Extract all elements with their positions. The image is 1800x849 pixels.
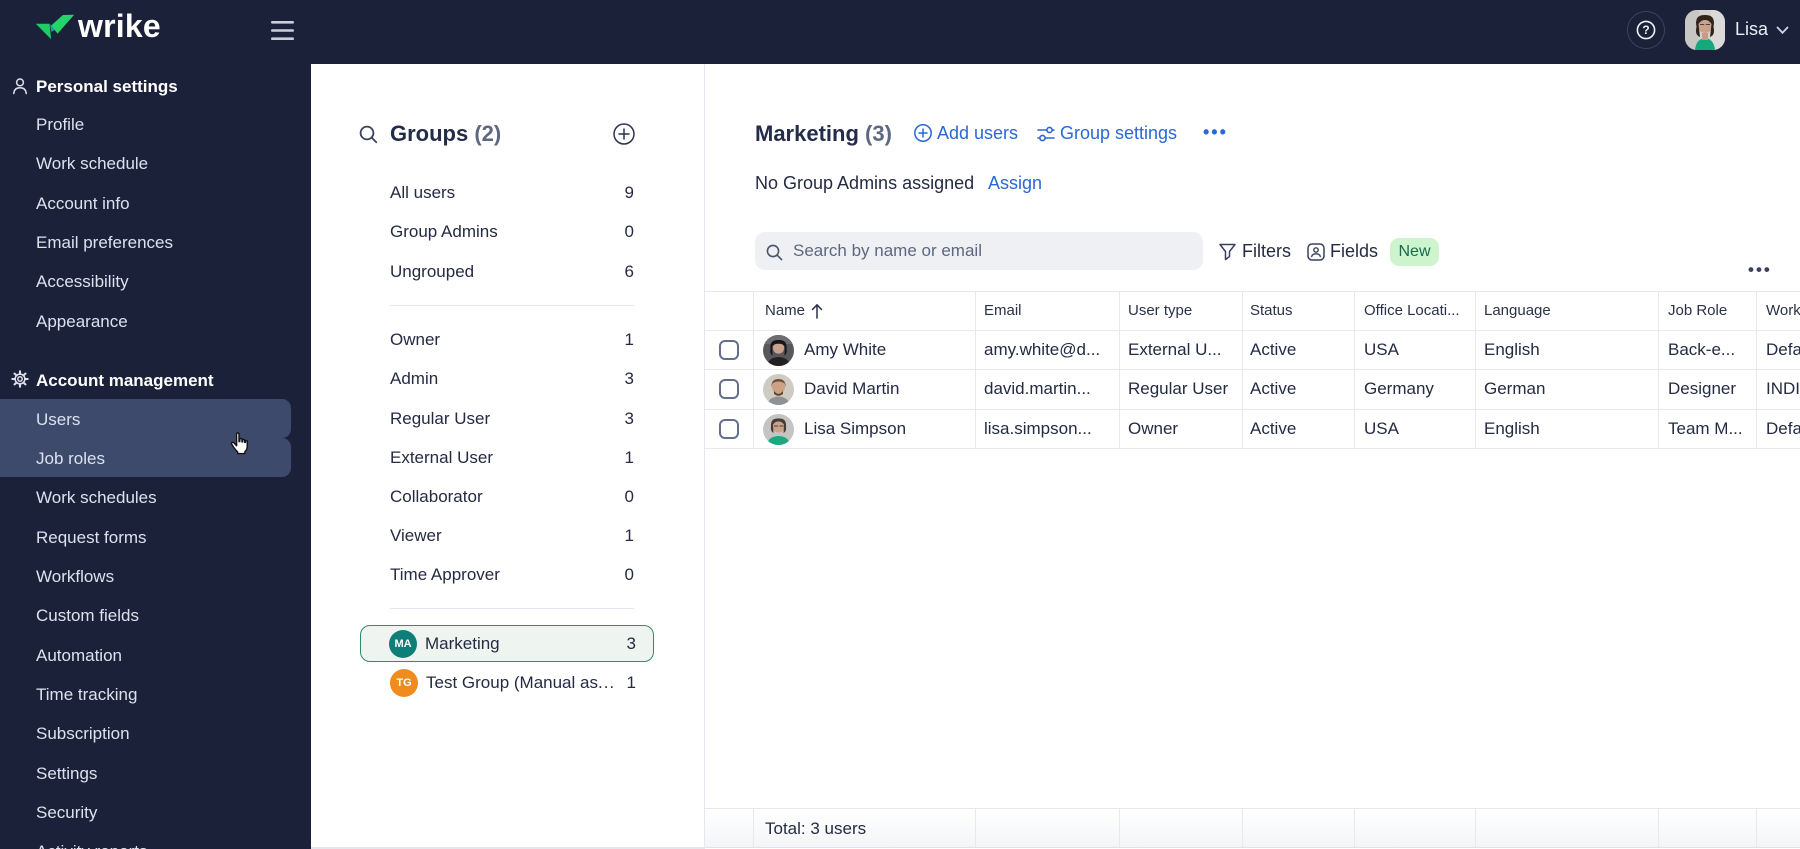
svg-text:?: ? [1642,23,1649,37]
